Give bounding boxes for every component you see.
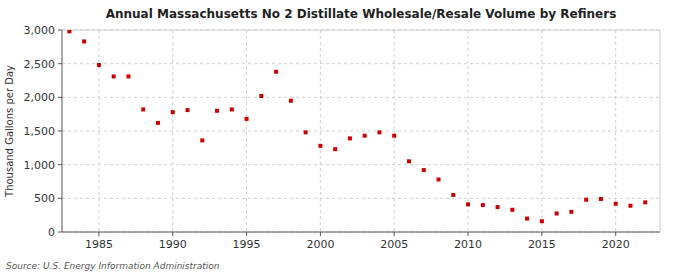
point [230, 107, 234, 111]
plot-frame [62, 30, 660, 31]
grid-line [394, 30, 395, 232]
tick-mark [58, 232, 62, 233]
title: Annual Massachusetts No 2 Distillate Who… [106, 7, 617, 21]
point [126, 74, 130, 78]
chart: 0 500 1,000 1,500 2,000 2,500 3,000 1985 1990 199… [0, 0, 675, 275]
point [569, 210, 573, 214]
grid-line [246, 30, 247, 232]
point [215, 109, 219, 113]
tick-mark [541, 232, 542, 236]
grid-line [62, 131, 660, 132]
source-note: Source: U.S. Energy Information Administ… [6, 261, 220, 271]
grid-line [62, 198, 660, 199]
point [496, 205, 500, 209]
grid-line [98, 30, 99, 232]
point [363, 134, 367, 138]
point [525, 217, 529, 221]
tick-mark [468, 232, 469, 236]
point [348, 136, 352, 140]
tick-mark [58, 131, 62, 132]
tick-mark [58, 63, 62, 64]
grid-line [62, 97, 660, 98]
point [67, 30, 71, 33]
point [245, 117, 249, 121]
y-axis-label: Thousand Gallons per Day [4, 65, 15, 198]
points [67, 30, 647, 223]
point [584, 198, 588, 202]
tick-label: 1985 [85, 238, 113, 251]
tick-mark [320, 232, 321, 236]
point [614, 202, 618, 206]
tick-label: 2,500 [24, 58, 56, 71]
point [259, 94, 263, 98]
grid-line [62, 232, 660, 233]
point [318, 144, 322, 148]
tick-mark [394, 232, 395, 236]
point [289, 99, 293, 103]
tick-label: 2,000 [24, 91, 56, 104]
tick-label: 2000 [306, 238, 334, 251]
tick-label: 2015 [528, 238, 556, 251]
axes: 0 500 1,000 1,500 2,000 2,500 3,000 1985 1990 199… [24, 24, 661, 251]
grid-line [541, 30, 542, 232]
tick-label: 2010 [454, 238, 482, 251]
tick-mark [246, 232, 247, 236]
grid-line [320, 30, 321, 232]
point [333, 147, 337, 151]
tick-label: 3,000 [24, 24, 56, 37]
point [141, 107, 145, 111]
tick-label: 2020 [602, 238, 630, 251]
tick-mark [615, 232, 616, 236]
tick-mark [98, 232, 99, 236]
point [451, 193, 455, 197]
plot-frame [660, 30, 661, 232]
tick-label: 1995 [233, 238, 261, 251]
grid-line [62, 63, 660, 64]
tick-label: 2005 [380, 238, 408, 251]
point [274, 70, 278, 74]
grid-line [62, 30, 660, 31]
point [97, 63, 101, 67]
point [481, 203, 485, 207]
point [171, 110, 175, 114]
point [643, 200, 647, 204]
point [112, 74, 116, 78]
point [407, 159, 411, 163]
tick-mark [58, 164, 62, 165]
tick-label: 1,000 [24, 159, 56, 172]
point [555, 211, 559, 215]
y-axis-line [62, 30, 63, 232]
point [200, 138, 204, 142]
x-axis-line [62, 232, 660, 233]
point [437, 177, 441, 181]
point [304, 130, 308, 134]
point [628, 204, 632, 208]
tick-label: 500 [34, 192, 55, 205]
tick-label: 1,500 [24, 125, 56, 138]
tick-mark [58, 30, 62, 31]
point [466, 202, 470, 206]
tick-label: 0 [48, 226, 55, 239]
tick-mark [172, 232, 173, 236]
point [392, 134, 396, 138]
point [156, 121, 160, 125]
point [186, 108, 190, 112]
grid [62, 30, 660, 232]
point [510, 208, 514, 212]
point [422, 168, 426, 172]
grid-line [615, 30, 616, 232]
grid-line [62, 164, 660, 165]
grid-line [468, 30, 469, 232]
point [599, 197, 603, 201]
tick-mark [58, 97, 62, 98]
point [377, 130, 381, 134]
tick-mark [58, 198, 62, 199]
grid-line [172, 30, 173, 232]
point [82, 39, 86, 43]
tick-label: 1990 [159, 238, 187, 251]
point [540, 219, 544, 223]
